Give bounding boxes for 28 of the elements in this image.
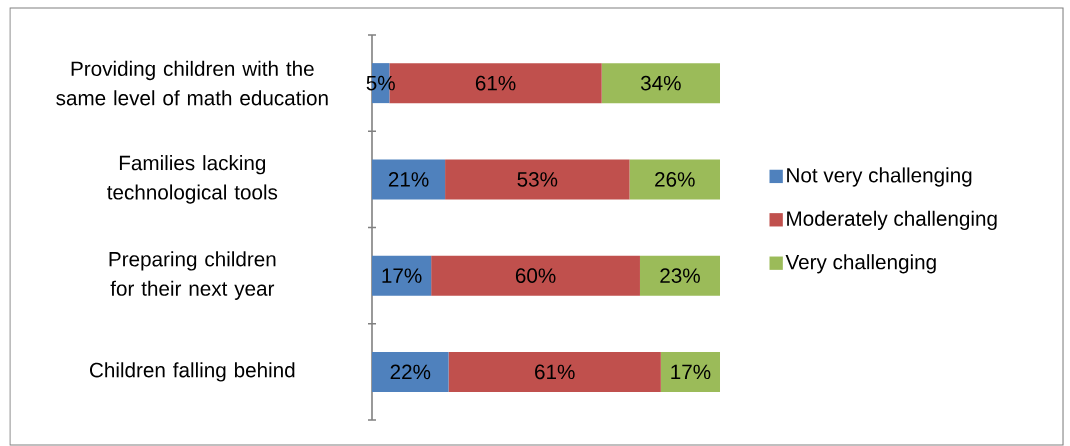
- bar: [372, 159, 446, 200]
- data-label: 26%: [655, 172, 695, 187]
- y-tick-label: Families lacking technological tools: [107, 155, 278, 204]
- y-tick-label: Preparing children for their next year: [109, 251, 276, 300]
- data-label: 21%: [388, 172, 429, 187]
- data-label: 61%: [535, 364, 575, 380]
- y-tick-label: Children falling behind: [89, 362, 295, 382]
- bar: [660, 351, 721, 392]
- bar: [372, 255, 432, 296]
- y-tick-label: Providing children with the same level of math education: [56, 60, 328, 106]
- data-label: 61%: [475, 75, 516, 91]
- data-label: 17%: [382, 268, 422, 283]
- bar: [431, 255, 640, 296]
- bar: [601, 63, 721, 104]
- bar: [629, 159, 721, 200]
- legend-label: Not very challenging: [787, 167, 972, 187]
- bar: [639, 255, 721, 296]
- data-label: 34%: [640, 75, 681, 91]
- bar: [445, 159, 630, 200]
- data-label: 23%: [660, 268, 700, 283]
- bar: [448, 351, 661, 392]
- legend-label: Moderately challenging: [787, 210, 997, 231]
- data-label: 17%: [671, 364, 711, 380]
- legend-label: Very challenging: [785, 254, 936, 274]
- data-label: 60%: [515, 268, 556, 283]
- data-label: 53%: [517, 172, 558, 187]
- bar: [372, 351, 449, 392]
- data-label: 22%: [390, 364, 431, 380]
